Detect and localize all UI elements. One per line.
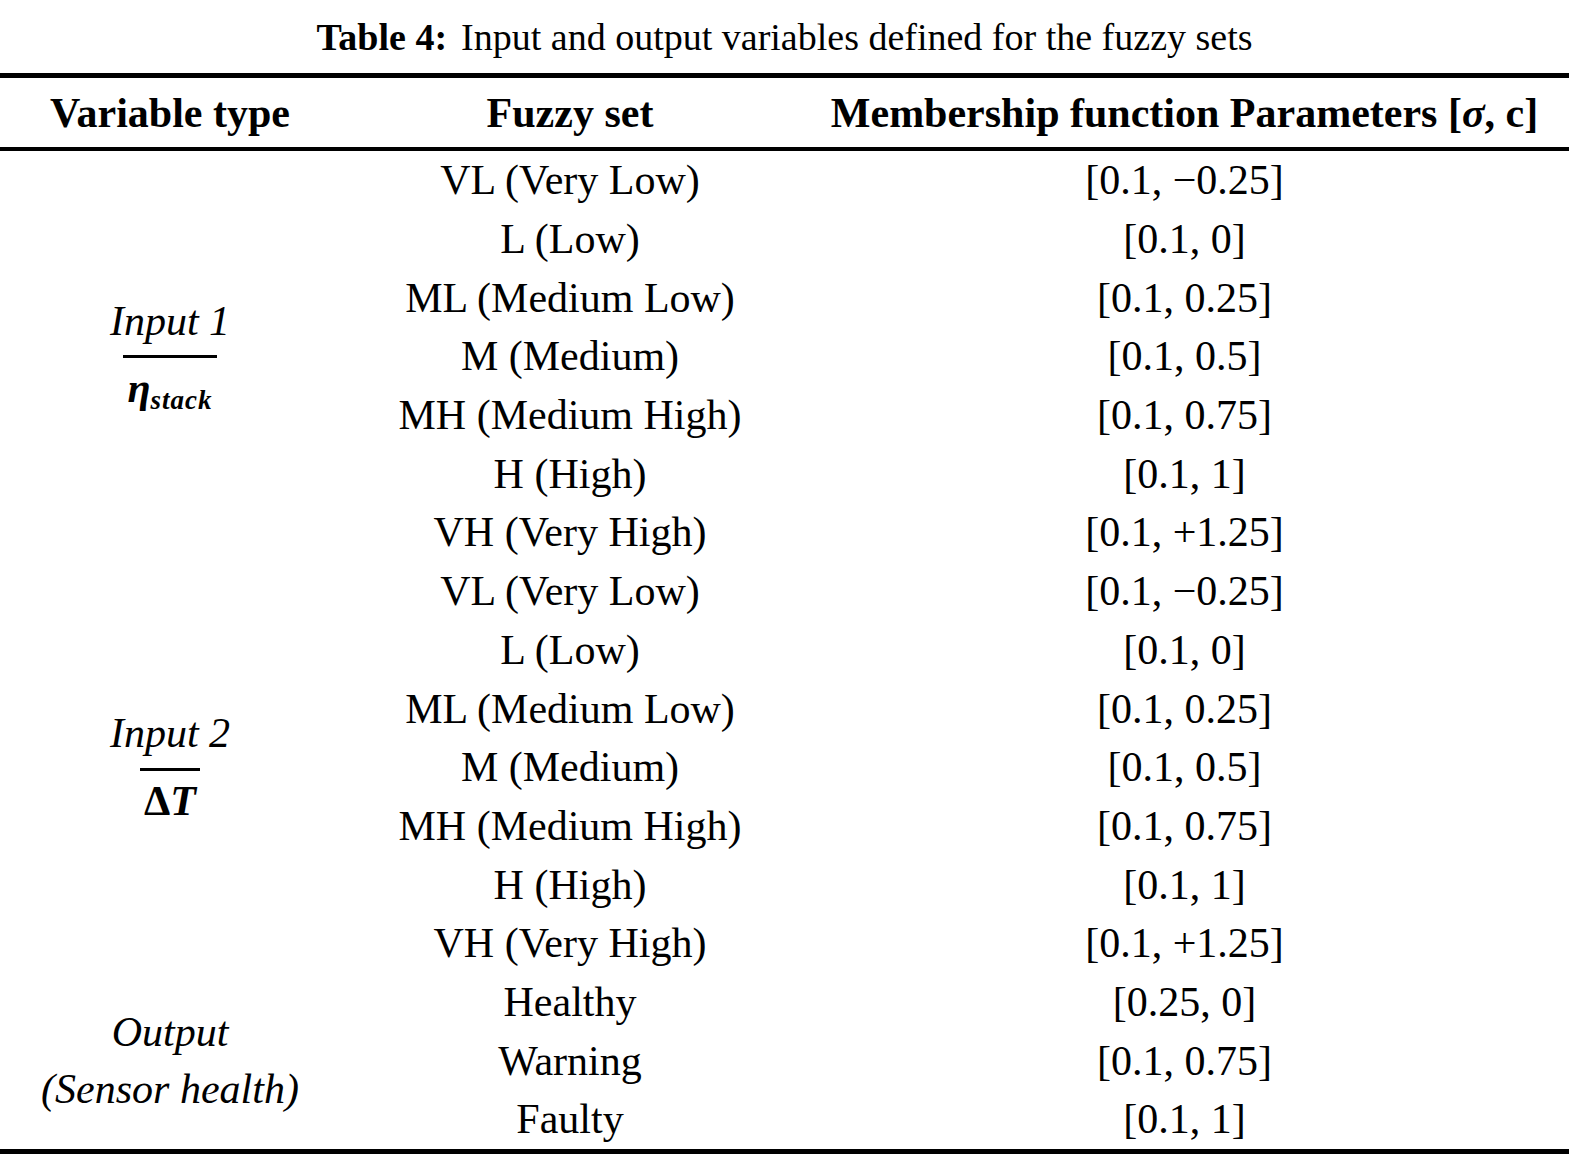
fuzzy-set-cell: H (High): [340, 855, 800, 914]
caption-label: Table 4:: [317, 15, 448, 59]
table-row: Input 1 ηstack VL (Very Low) [0.1, −0.25…: [0, 149, 1569, 210]
fuzzy-set-cell: H (High): [340, 444, 800, 503]
fuzzy-set-cell: VL (Very Low): [340, 562, 800, 621]
fuzzy-set-cell: MH (Medium High): [340, 797, 800, 856]
fuzzy-set-cell: Warning: [340, 1031, 800, 1090]
fuzzy-set-cell: L (Low): [340, 621, 800, 680]
fuzzy-sets-table: Variable type Fuzzy set Membership funct…: [0, 73, 1569, 1154]
fuzzy-set-cell: M (Medium): [340, 327, 800, 386]
header-variable-type: Variable type: [0, 76, 340, 150]
fuzzy-set-cell: ML (Medium Low): [340, 268, 800, 327]
input1-symbol-eta-stack: ηstack: [123, 355, 216, 416]
table-caption: Table 4: Input and output variables defi…: [0, 0, 1569, 73]
input2-symbol-delta-t: ΔT: [140, 768, 200, 825]
fuzzy-set-cell: Faulty: [340, 1090, 800, 1151]
fuzzy-set-cell: VL (Very Low): [340, 149, 800, 210]
output-subtitle: (Sensor health): [41, 1065, 299, 1113]
params-cell: [0.1, 0.25]: [800, 679, 1569, 738]
fuzzy-set-cell: VH (Very High): [340, 914, 800, 973]
input1-label: Input 1 ηstack: [110, 297, 230, 416]
fuzzy-set-cell: ML (Medium Low): [340, 679, 800, 738]
params-cell: [0.1, 0.75]: [800, 797, 1569, 856]
fuzzy-set-cell: L (Low): [340, 210, 800, 269]
table-row: Input 2 ΔT VL (Very Low) [0.1, −0.25]: [0, 562, 1569, 621]
params-cell: [0.1, 1]: [800, 855, 1569, 914]
group-cell-input1: Input 1 ηstack: [0, 149, 340, 562]
params-cell: [0.1, 0.75]: [800, 386, 1569, 445]
fuzzy-set-cell: Healthy: [340, 973, 800, 1032]
header-parameters-prefix: Membership function Parameters [: [831, 90, 1462, 136]
params-cell: [0.1, 0]: [800, 621, 1569, 680]
input2-title: Input 2: [110, 709, 230, 757]
params-cell: [0.1, 1]: [800, 1090, 1569, 1151]
params-cell: [0.25, 0]: [800, 973, 1569, 1032]
params-cell: [0.1, 0.25]: [800, 268, 1569, 327]
fuzzy-set-cell: M (Medium): [340, 738, 800, 797]
params-cell: [0.1, −0.25]: [800, 149, 1569, 210]
params-cell: [0.1, −0.25]: [800, 562, 1569, 621]
caption-text: Input and output variables defined for t…: [461, 15, 1252, 59]
group-cell-input2: Input 2 ΔT: [0, 562, 340, 973]
header-parameters-suffix: , c]: [1485, 90, 1539, 136]
params-cell: [0.1, +1.25]: [800, 503, 1569, 562]
paper-table-figure: Table 4: Input and output variables defi…: [0, 0, 1569, 1155]
header-row: Variable type Fuzzy set Membership funct…: [0, 76, 1569, 150]
input1-title: Input 1: [110, 297, 230, 345]
header-parameters-sigma: σ: [1462, 90, 1485, 136]
header-parameters: Membership function Parameters [σ, c]: [800, 76, 1569, 150]
params-cell: [0.1, +1.25]: [800, 914, 1569, 973]
table-row: Output (Sensor health) Healthy [0.25, 0]: [0, 973, 1569, 1032]
params-cell: [0.1, 0.5]: [800, 327, 1569, 386]
fuzzy-set-cell: MH (Medium High): [340, 386, 800, 445]
params-cell: [0.1, 0.75]: [800, 1031, 1569, 1090]
header-fuzzy-set: Fuzzy set: [340, 76, 800, 150]
fuzzy-set-cell: VH (Very High): [340, 503, 800, 562]
output-label: Output (Sensor health): [41, 1008, 299, 1113]
group-cell-output: Output (Sensor health): [0, 973, 340, 1152]
output-title: Output: [41, 1008, 299, 1056]
params-cell: [0.1, 1]: [800, 444, 1569, 503]
params-cell: [0.1, 0]: [800, 210, 1569, 269]
input2-label: Input 2 ΔT: [110, 709, 230, 825]
params-cell: [0.1, 0.5]: [800, 738, 1569, 797]
